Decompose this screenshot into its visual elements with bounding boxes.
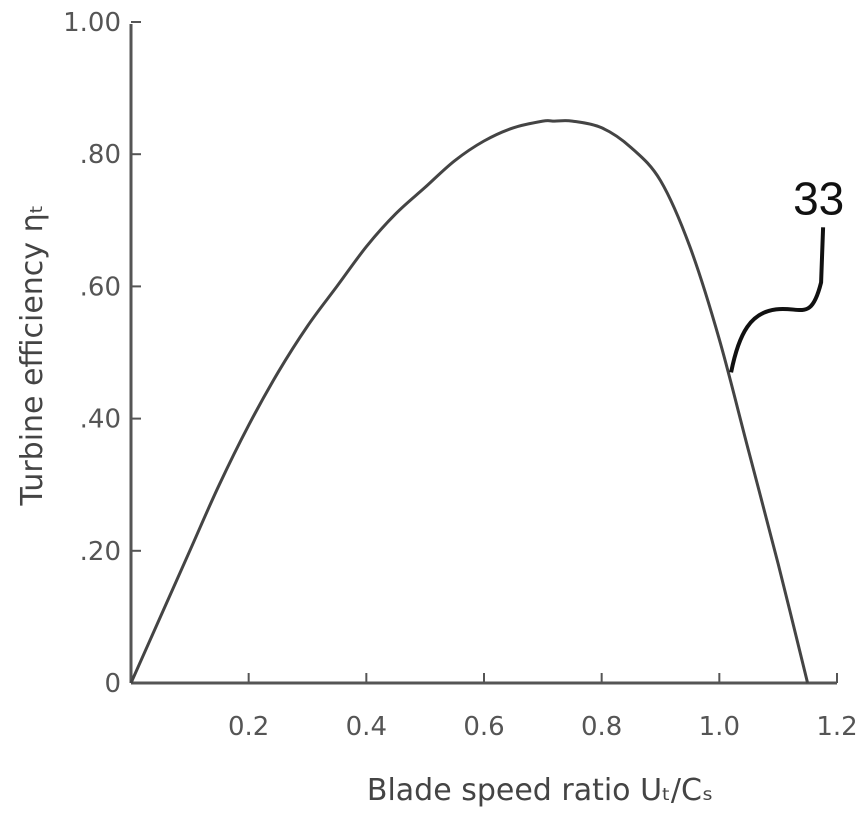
x-tick-label: 0.2 [228, 712, 269, 742]
y-tick-label: .80 [80, 140, 121, 170]
reference-leader-line [729, 227, 826, 373]
y-tick-label: .40 [80, 405, 121, 435]
x-tick-label: 1.0 [699, 712, 740, 742]
y-tick-label: 1.00 [63, 8, 121, 38]
y-tick-label: .60 [80, 272, 121, 302]
x-tick-label: 0.8 [581, 712, 622, 742]
x-tick-label: 1.2 [816, 712, 857, 742]
reference-numeral-label: 33 [793, 172, 844, 224]
axes [129, 24, 837, 685]
annotations: 33 [729, 172, 844, 373]
x-axis-title: Blade speed ratio Uₜ/Cₛ [367, 773, 713, 808]
y-tick-label: 0 [104, 669, 121, 699]
x-tick-label: 0.6 [463, 712, 504, 742]
series [129, 119, 810, 684]
x-tick-label: 0.4 [346, 712, 387, 742]
ticks: 0.2 0.4 0.6 0.8 1.0 1.2 0 .20 .40 .60 .80 1.00 [63, 8, 858, 742]
y-tick-label: .20 [80, 537, 121, 567]
y-axis-title: Turbine efficiency ηₜ [15, 205, 50, 507]
efficiency-curve [129, 119, 810, 684]
